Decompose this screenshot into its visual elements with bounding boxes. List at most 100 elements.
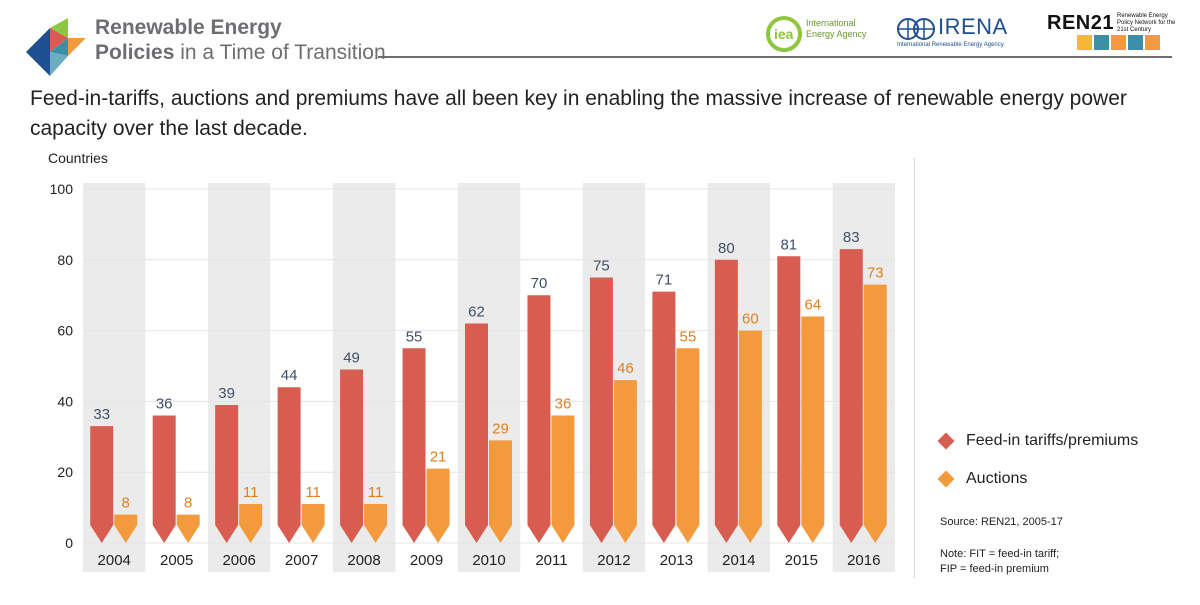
x-tick-label: 2006	[222, 552, 255, 569]
data-label-fit: 80	[718, 240, 735, 257]
data-label-fit: 44	[281, 367, 298, 384]
bar-fit	[652, 291, 676, 543]
legend-item-auctions: Auctions	[936, 468, 1186, 490]
y-tick-label: 80	[57, 252, 73, 268]
bar-fit	[90, 426, 114, 543]
data-label-fit: 33	[93, 406, 110, 423]
data-label-fit: 49	[343, 350, 360, 367]
y-tick-label: 60	[57, 323, 73, 339]
y-tick-label: 40	[57, 393, 73, 409]
legend-swatch-auctions	[937, 470, 955, 488]
legend-label-fit: Feed-in tariffs/premiums	[966, 432, 1139, 449]
irena-globe-icon	[897, 18, 935, 40]
bar-auctions	[489, 440, 512, 543]
bar-fit	[589, 277, 613, 543]
bar-auctions	[176, 514, 200, 543]
bar-auctions	[801, 316, 825, 543]
legend-swatch-fit	[937, 432, 955, 450]
data-label-auctions: 73	[867, 265, 884, 282]
x-tick-label: 2005	[160, 552, 193, 569]
iea-name: International Energy Agency	[806, 18, 867, 39]
note-line-1: Note: FIT = feed-in tariff;	[940, 548, 1060, 560]
ren21-subname: Renewable Energy Policy Network for the …	[1117, 13, 1176, 33]
data-label-auctions: 46	[617, 360, 634, 377]
irena-subname: International Renewable Energy Agency	[897, 42, 1004, 48]
irena-name: IRENA	[938, 14, 1008, 39]
x-tick-label: 2012	[597, 552, 630, 569]
data-label-auctions: 55	[680, 328, 697, 345]
chart-subtitle: Feed-in-tariffs, auctions and premiums h…	[30, 87, 1127, 140]
data-label-fit: 36	[156, 396, 173, 413]
data-label-auctions: 11	[368, 484, 384, 501]
bar-auctions	[364, 504, 388, 543]
legend-divider	[914, 158, 915, 578]
legend-label-auctions: Auctions	[966, 470, 1028, 487]
x-tick-label: 2014	[722, 552, 755, 569]
data-label-fit: 55	[406, 328, 423, 345]
source-note: Source: REN21, 2005-17	[940, 516, 1063, 528]
data-label-fit: 81	[780, 236, 797, 253]
x-tick-label: 2013	[660, 552, 693, 569]
x-tick-label: 2015	[785, 552, 818, 569]
legend: Feed-in tariffs/premiums Auctions	[936, 430, 1186, 506]
note-line-2: FIP = feed-in premium	[940, 563, 1049, 575]
bar-fit	[839, 249, 863, 543]
bar-auctions	[676, 348, 700, 543]
data-label-fit: 83	[843, 229, 860, 246]
iea-logo-icon: iea	[766, 16, 802, 52]
x-tick-label: 2004	[98, 552, 131, 569]
bar-fit	[215, 404, 239, 543]
bar-fit	[152, 415, 176, 543]
data-label-auctions: 29	[492, 420, 509, 437]
data-label-auctions: 64	[804, 296, 821, 313]
data-label-auctions: 60	[742, 311, 759, 328]
bar-auctions	[863, 284, 887, 543]
data-label-auctions: 11	[243, 484, 259, 501]
data-label-auctions: 11	[305, 484, 321, 501]
data-label-fit: 62	[468, 304, 485, 321]
data-label-fit: 75	[593, 258, 610, 275]
data-label-auctions: 21	[430, 449, 447, 466]
x-tick-label: 2007	[285, 552, 318, 569]
bar-fit	[340, 369, 364, 543]
x-tick-label: 2010	[472, 552, 505, 569]
data-label-fit: 70	[531, 275, 548, 292]
bar-auctions	[613, 380, 637, 543]
y-tick-label: 0	[65, 535, 73, 551]
x-tick-label: 2009	[410, 552, 443, 569]
header-rule	[378, 56, 1172, 58]
ren21-tiles-icon	[1077, 35, 1160, 50]
data-label-auctions: 8	[184, 495, 192, 512]
bar-fit	[277, 387, 301, 543]
y-tick-label: 100	[50, 181, 74, 197]
header: Renewable Energy Policies in a Time of T…	[0, 0, 1200, 80]
bar-auctions	[426, 468, 450, 543]
x-tick-label: 2008	[347, 552, 380, 569]
brand-subtitle: Policies in a Time of Transition	[95, 41, 386, 64]
legend-item-fit: Feed-in tariffs/premiums	[936, 430, 1186, 452]
bar-fit	[714, 259, 738, 543]
abbreviation-note: Note: FIT = feed-in tariff; FIP = feed-i…	[940, 547, 1140, 577]
bar-auctions	[114, 514, 138, 543]
x-tick-label: 2016	[847, 552, 880, 569]
bar-fit	[402, 348, 426, 543]
bar-fit	[527, 295, 551, 543]
ren21-name: REN21	[1047, 12, 1114, 34]
bar-auctions	[738, 330, 762, 543]
y-tick-label: 20	[57, 464, 73, 480]
bar-auctions	[551, 415, 575, 543]
bar-auctions	[239, 504, 263, 543]
bar-fit	[465, 323, 488, 543]
bar-fit	[777, 256, 801, 543]
data-label-auctions: 8	[122, 495, 130, 512]
data-label-fit: 39	[218, 385, 235, 402]
y-axis-label: Countries	[48, 150, 108, 166]
report-logo-icon	[26, 18, 86, 76]
data-label-auctions: 36	[555, 396, 572, 413]
brand-title: Renewable Energy	[95, 16, 282, 39]
data-label-fit: 71	[656, 272, 673, 289]
bar-auctions	[301, 504, 325, 543]
x-tick-label: 2011	[535, 552, 567, 569]
